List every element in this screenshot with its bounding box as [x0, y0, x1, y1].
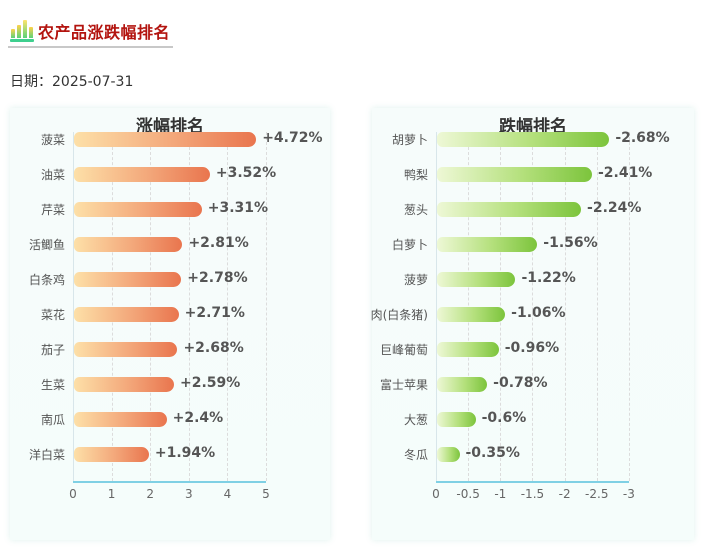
category-label: 白条鸡 [28, 273, 65, 287]
bar[interactable] [437, 377, 488, 392]
x-tick-label: 4 [223, 487, 232, 501]
value-label: -0.6% [481, 410, 527, 426]
bar[interactable] [74, 447, 149, 462]
category-label: 芹菜 [40, 203, 65, 217]
category-label: 活鲫鱼 [28, 238, 65, 252]
gridline [468, 132, 470, 481]
value-label: +3.52% [215, 165, 277, 181]
category-label: 茄子 [40, 343, 65, 357]
x-tick-label: -0.5 [456, 487, 480, 501]
gridline [150, 132, 152, 481]
category-label: 菠菜 [40, 133, 65, 147]
x-tick-label: 1 [107, 487, 116, 501]
value-label: -1.22% [521, 270, 576, 286]
x-tick-label: -1.5 [520, 487, 545, 501]
bar[interactable] [437, 447, 460, 462]
page-header: 农产品涨跌幅排名 [8, 14, 173, 48]
x-tick-label: 2 [146, 487, 155, 501]
bar[interactable] [437, 237, 538, 252]
bar[interactable] [74, 132, 257, 147]
category-label: 生菜 [40, 378, 65, 392]
value-label: -0.35% [465, 445, 520, 461]
bar[interactable] [437, 307, 506, 322]
rise-ranking-card: 涨幅排名 0 1 2 3 4 5 菠菜 +4.72% 油菜 +3.52% 芹菜 +3.31% 活鲫鱼 +2… [10, 108, 330, 540]
x-tick-label: -2.5 [585, 487, 609, 501]
category-label: 富士苹果 [379, 378, 428, 392]
x-tick-label: -3 [622, 487, 635, 501]
bar[interactable] [74, 342, 178, 357]
x-axis-line [73, 481, 266, 483]
bar[interactable] [437, 342, 499, 357]
bar[interactable] [74, 237, 183, 252]
bar-chart-icon [10, 18, 34, 42]
bar[interactable] [74, 167, 210, 182]
value-label: -2.68% [615, 130, 670, 146]
gridline [188, 132, 190, 481]
value-label: +2.4% [172, 410, 224, 426]
bar[interactable] [74, 377, 174, 392]
x-tick-label: 0 [69, 487, 77, 501]
value-label: +4.72% [262, 130, 323, 146]
bar[interactable] [437, 132, 610, 147]
category-label: 菠萝 [403, 273, 428, 287]
value-label: +2.59% [179, 375, 241, 391]
category-label: 巨峰葡萄 [379, 343, 428, 357]
category-label: 菜花 [40, 308, 65, 322]
value-label: +2.68% [183, 340, 244, 356]
bar[interactable] [74, 202, 202, 217]
bar[interactable] [74, 412, 167, 427]
gridline [532, 132, 534, 481]
gridline [266, 132, 267, 481]
x-tick-label: 3 [184, 487, 193, 501]
category-label: 鸭梨 [403, 168, 428, 182]
x-tick-label: -2 [558, 487, 571, 501]
value-label: -1.56% [543, 235, 598, 251]
gridline [227, 132, 229, 481]
category-label: 葱头 [403, 203, 428, 217]
bar[interactable] [74, 307, 179, 322]
value-label: -2.24% [587, 200, 642, 216]
gridline [596, 132, 598, 481]
value-label: +2.81% [188, 235, 249, 251]
category-label: 油菜 [40, 168, 65, 182]
bar[interactable] [437, 167, 592, 182]
category-label: 白萝卜 [391, 238, 428, 252]
y-axis-line [436, 132, 437, 481]
category-label: 大葱 [403, 413, 428, 427]
category-label: 冬瓜 [403, 448, 428, 462]
x-tick-label: 5 [262, 487, 270, 501]
bar[interactable] [437, 412, 476, 427]
x-tick-label: -1 [494, 487, 507, 501]
date-label: 日期：2025-07-31 [10, 74, 134, 90]
bar[interactable] [437, 202, 582, 217]
bar[interactable] [437, 272, 516, 287]
page-title: 农产品涨跌幅排名 [38, 23, 171, 42]
gridline [500, 132, 502, 481]
fall-ranking-card: 跌幅排名 0 -0.5 -1 -1.5 -2 -2.5 -3 胡萝卜 -2.68% 鸭梨 -2.41… [371, 108, 694, 540]
gridline [628, 132, 630, 481]
value-label: -1.06% [511, 305, 566, 321]
gridline [564, 132, 566, 481]
value-label: +2.78% [187, 270, 248, 286]
value-label: -0.78% [493, 375, 548, 391]
category-label: 肉(白条猪) [370, 308, 428, 322]
x-tick-label: 0 [432, 487, 440, 501]
y-axis-line [73, 132, 74, 481]
value-label: -0.96% [504, 340, 560, 356]
value-label: +1.94% [154, 445, 216, 461]
x-axis-line [436, 481, 629, 483]
category-label: 洋白菜 [28, 448, 65, 462]
category-label: 南瓜 [40, 413, 65, 427]
gridline [111, 132, 113, 481]
bar[interactable] [74, 272, 182, 287]
value-label: +2.71% [184, 305, 245, 321]
category-label: 胡萝卜 [391, 133, 428, 147]
value-label: +3.31% [207, 200, 269, 216]
value-label: -2.41% [597, 165, 653, 181]
